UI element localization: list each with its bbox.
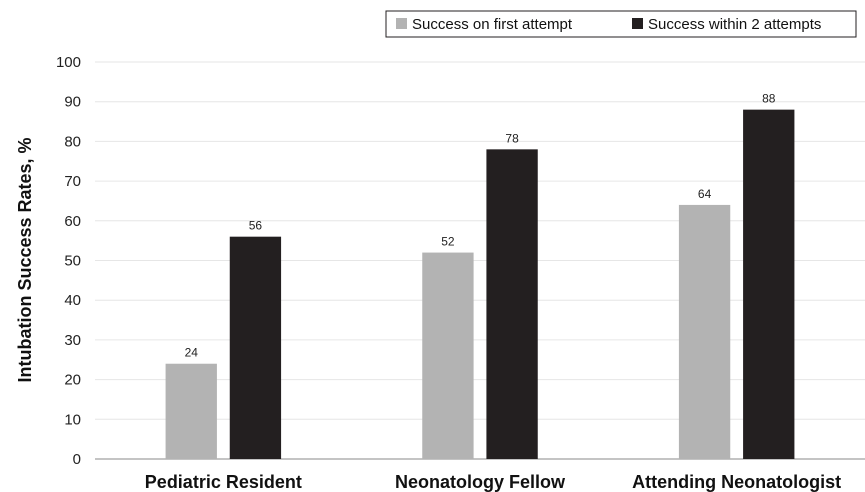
data-labels: 24 56 52 78 64 88 <box>185 92 776 360</box>
y-tick-label: 70 <box>64 173 81 190</box>
data-label: 52 <box>441 235 455 249</box>
bars-group <box>165 109 795 459</box>
bar-within-2-attempts <box>743 109 795 459</box>
bar-within-2-attempts <box>486 149 538 459</box>
y-tick-label: 20 <box>64 372 81 389</box>
x-category-label: Attending Neonatologist <box>632 472 841 492</box>
data-label: 88 <box>762 92 776 106</box>
x-axis-categories: Pediatric Resident Neonatology Fellow Atte… <box>145 472 841 492</box>
bar-first-attempt <box>422 252 474 459</box>
data-label: 24 <box>185 346 199 360</box>
legend-label: Success on first attempt <box>412 16 573 33</box>
bar-within-2-attempts <box>229 236 282 459</box>
data-label: 64 <box>698 187 712 201</box>
bar-first-attempt <box>678 204 731 459</box>
bar-first-attempt <box>165 363 217 459</box>
y-tick-label: 90 <box>64 94 81 111</box>
y-axis-ticks: 0 10 20 30 40 50 60 70 80 90 100 <box>56 54 81 468</box>
legend-swatch <box>396 18 407 29</box>
y-tick-label: 50 <box>64 253 81 270</box>
legend-label: Success within 2 attempts <box>648 16 821 33</box>
x-category-label: Neonatology Fellow <box>395 472 566 492</box>
data-label: 78 <box>505 131 519 145</box>
y-tick-label: 100 <box>56 54 81 71</box>
y-tick-label: 40 <box>64 292 81 309</box>
y-tick-label: 10 <box>64 411 81 428</box>
legend-box <box>385 10 857 38</box>
y-tick-label: 80 <box>64 133 81 150</box>
legend: Success on first attempt Success within 2… <box>385 10 857 38</box>
y-axis-label: Intubation Success Rates, % <box>15 137 35 382</box>
y-tick-label: 0 <box>73 451 81 468</box>
y-tick-label: 60 <box>64 213 81 230</box>
legend-swatch <box>632 18 643 29</box>
data-label: 56 <box>249 219 263 233</box>
y-tick-label: 30 <box>64 332 81 349</box>
x-category-label: Pediatric Resident <box>145 472 302 492</box>
grid-lines <box>95 61 865 420</box>
